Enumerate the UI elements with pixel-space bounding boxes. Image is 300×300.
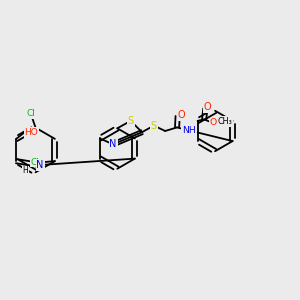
Text: S: S — [128, 116, 134, 126]
Text: O: O — [209, 118, 217, 127]
Text: Cl: Cl — [26, 109, 35, 118]
Text: Cl: Cl — [30, 158, 39, 166]
Text: N: N — [110, 140, 117, 149]
Text: HO: HO — [25, 128, 38, 137]
Text: NH: NH — [182, 126, 196, 135]
Text: N: N — [36, 160, 44, 170]
Text: CH₃: CH₃ — [218, 117, 232, 126]
Text: S: S — [151, 121, 157, 130]
Text: O: O — [177, 110, 185, 120]
Text: H: H — [22, 166, 28, 175]
Text: O: O — [204, 102, 212, 112]
